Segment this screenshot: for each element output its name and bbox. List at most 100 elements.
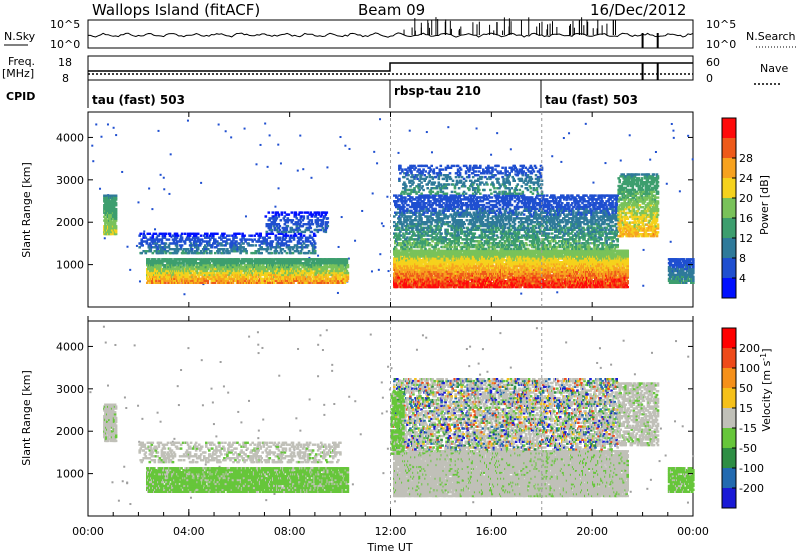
power-pixel <box>172 234 176 237</box>
power-pixel <box>112 213 116 216</box>
power-noise-pixel <box>354 239 357 242</box>
power-pixel <box>190 250 194 253</box>
power-pixel <box>103 219 106 222</box>
power-pixel <box>213 267 217 271</box>
power-pixel <box>295 265 298 269</box>
power-noise-pixel <box>277 187 280 190</box>
power-pixel <box>156 262 159 265</box>
power-pixel <box>210 265 214 269</box>
power-pixel <box>252 265 256 269</box>
power-pixel <box>164 242 168 245</box>
power-pixel <box>205 269 209 273</box>
power-noise-pixel <box>277 143 280 146</box>
power-pixel <box>317 273 320 277</box>
power-noise-pixel <box>299 134 302 137</box>
power-pixel <box>159 265 162 269</box>
power-pixel <box>326 273 330 277</box>
power-noise-pixel <box>377 268 380 271</box>
power-pixel <box>163 244 167 247</box>
power-pixel <box>278 224 282 228</box>
power-pixel <box>299 258 302 261</box>
power-pixel <box>146 250 150 253</box>
power-pixel <box>204 258 208 261</box>
power-pixel <box>250 271 254 275</box>
power-pixel <box>268 273 271 277</box>
power-pixel <box>174 264 177 267</box>
power-pixel <box>339 267 343 271</box>
power-pixel <box>112 206 116 209</box>
power-pixel <box>107 202 110 205</box>
power-pixel <box>229 275 233 279</box>
power-pixel <box>206 251 209 255</box>
power-pixel <box>324 265 328 269</box>
power-pixel <box>338 265 342 269</box>
power-pixel <box>221 269 225 273</box>
power-pixel <box>246 277 250 281</box>
date-title: 16/Dec/2012 <box>590 1 686 19</box>
power-pixel <box>285 251 289 255</box>
power-pixel <box>149 281 152 284</box>
power-pixel <box>326 221 330 224</box>
power-pixel <box>196 267 199 271</box>
power-pixel <box>250 234 253 237</box>
power-pixel <box>254 275 258 279</box>
power-pixel <box>266 275 269 279</box>
power-pixel <box>143 234 147 237</box>
power-pixel <box>215 279 219 282</box>
power-pixel <box>340 269 344 273</box>
power-noise-pixel <box>135 244 138 247</box>
power-pixel <box>201 279 204 282</box>
power-noise-pixel <box>151 208 154 211</box>
power-pixel <box>323 279 326 282</box>
power-pixel <box>268 279 271 282</box>
power-pixel <box>266 279 269 282</box>
power-pixel <box>155 242 159 245</box>
power-pixel <box>243 281 247 284</box>
power-pixel <box>326 217 330 220</box>
power-pixel <box>207 260 211 263</box>
power-pixel <box>174 271 177 275</box>
power-pixel <box>281 265 284 269</box>
power-pixel <box>282 269 285 273</box>
power-pixel <box>150 246 154 249</box>
power-pixel <box>105 217 108 220</box>
power-noise-pixel <box>425 131 428 134</box>
power-pixel <box>177 265 180 269</box>
power-pixel <box>226 277 230 281</box>
power-pixel <box>155 250 159 253</box>
power-pixel <box>186 262 189 265</box>
power-noise-pixel <box>115 134 118 137</box>
power-pixel <box>260 251 263 255</box>
power-pixel <box>206 281 210 284</box>
power-pixel <box>109 219 113 222</box>
power-pixel <box>223 232 226 235</box>
freq-trace <box>88 62 693 80</box>
power-noise-pixel <box>266 165 269 168</box>
power-pixel <box>175 251 179 255</box>
power-pixel <box>192 251 196 255</box>
power-pixel <box>270 271 273 275</box>
power-pixel <box>236 262 240 265</box>
power-pixel <box>346 273 350 277</box>
power-pixel <box>313 250 317 253</box>
power-pixel <box>170 279 173 282</box>
power-pixel <box>150 275 153 279</box>
power-pixel <box>172 271 175 275</box>
power-pixel <box>230 258 234 261</box>
power-pixel <box>226 260 230 263</box>
power-pixel <box>299 260 302 263</box>
power-pixel <box>277 213 281 216</box>
power-pixel <box>212 277 216 281</box>
cpid-label: CPID <box>6 90 35 103</box>
power-noise-pixel <box>373 150 376 153</box>
power-noise-pixel <box>137 201 140 204</box>
power-noise-pixel <box>604 162 607 165</box>
power-pixel <box>296 260 299 263</box>
power-pixel <box>311 279 314 282</box>
power-pixel <box>147 246 151 249</box>
power-pixel <box>185 238 189 241</box>
power-pixel <box>298 269 301 273</box>
power-pixel <box>154 246 158 249</box>
power-pixel <box>158 258 161 261</box>
power-pixel <box>281 267 284 271</box>
